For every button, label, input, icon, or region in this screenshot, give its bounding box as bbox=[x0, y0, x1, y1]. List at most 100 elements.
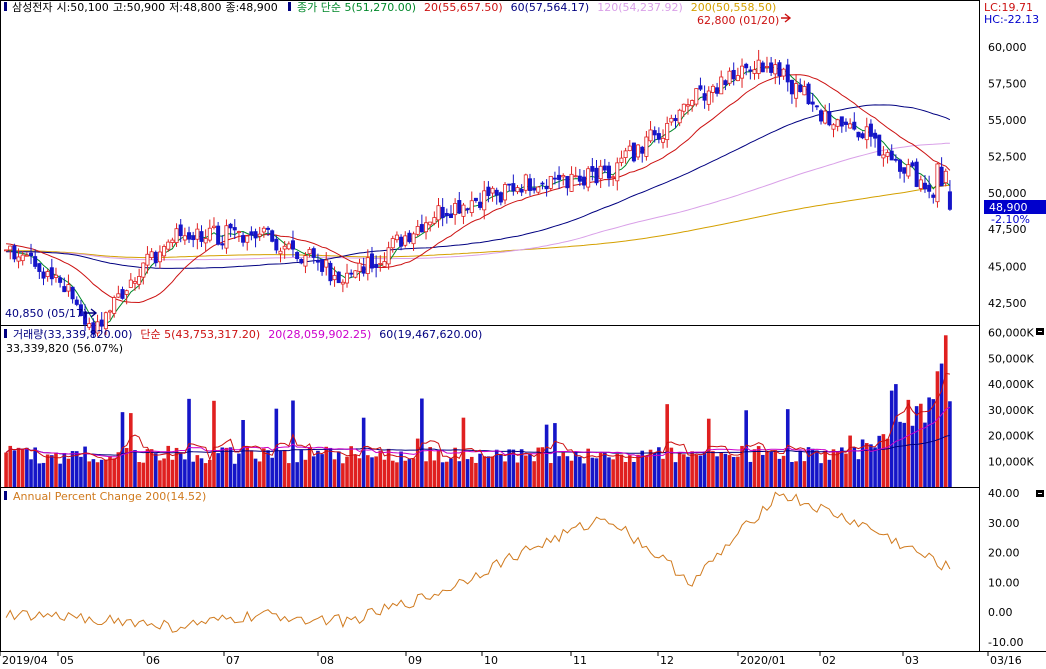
candle-up bbox=[174, 228, 179, 243]
volume-bar bbox=[519, 449, 524, 487]
volume-bar bbox=[445, 461, 449, 487]
volume-tick-label: 50,000K bbox=[988, 352, 1034, 365]
candle-up bbox=[586, 168, 591, 188]
candle-up bbox=[523, 174, 528, 191]
apc-tick-label: 30.00 bbox=[988, 517, 1020, 530]
candle-down bbox=[29, 252, 34, 256]
volume-bar bbox=[815, 450, 819, 487]
volume-bar bbox=[636, 454, 640, 487]
volume-bar bbox=[524, 455, 528, 487]
apc-tick-label: 0.00 bbox=[988, 606, 1013, 619]
candle-down bbox=[78, 304, 83, 317]
candle-down bbox=[478, 201, 483, 208]
volume-bar bbox=[257, 461, 262, 487]
volume-bar bbox=[748, 461, 753, 487]
candle-up bbox=[648, 129, 653, 142]
candle-down bbox=[374, 263, 379, 268]
volume-bar bbox=[619, 454, 624, 487]
candle-down bbox=[893, 158, 898, 161]
candle-down bbox=[407, 232, 412, 243]
volume-bar bbox=[41, 462, 46, 487]
date-tick-label: 09 bbox=[408, 654, 422, 667]
volume-bar bbox=[178, 452, 183, 487]
candle-up bbox=[378, 263, 383, 265]
volume-bar bbox=[661, 458, 665, 487]
obscured-price-tick: 47,500 bbox=[988, 223, 1027, 236]
candle-down bbox=[702, 93, 707, 101]
volume-bar bbox=[407, 459, 412, 487]
volume-bar bbox=[212, 400, 216, 487]
legend-entry: 시:50,100 bbox=[56, 1, 108, 14]
price-tick-label: 50,000 bbox=[988, 187, 1027, 200]
legend-entry: 종가 단순 5(51,270.00) bbox=[297, 1, 416, 14]
candle-down bbox=[789, 79, 794, 95]
current-price: 48,900 bbox=[989, 201, 1028, 214]
candle-down bbox=[41, 271, 46, 279]
volume-bar bbox=[756, 446, 761, 487]
volume-bar bbox=[428, 447, 432, 487]
candle-down bbox=[299, 259, 304, 264]
candle-up bbox=[669, 117, 674, 123]
volume-bar bbox=[282, 449, 287, 487]
candle-up bbox=[157, 251, 162, 263]
volume-bar bbox=[195, 455, 200, 487]
candle-down bbox=[806, 83, 811, 105]
volume-bar bbox=[287, 463, 291, 487]
volume-bar bbox=[690, 451, 694, 487]
volume-bar bbox=[528, 453, 532, 487]
candle-up bbox=[706, 90, 711, 105]
volume-bar bbox=[12, 450, 17, 487]
candle-down bbox=[889, 150, 894, 161]
candle-down bbox=[457, 200, 462, 214]
legend-entry: 거래량(33,339,820.00) bbox=[13, 328, 132, 341]
candle-up bbox=[727, 70, 732, 84]
volume-bar bbox=[411, 458, 416, 487]
volume-bar bbox=[62, 453, 67, 487]
legend-entry: 삼성전자 bbox=[12, 1, 52, 14]
volume-bar bbox=[490, 456, 495, 487]
candle-up bbox=[536, 186, 541, 193]
volume-bar bbox=[711, 451, 715, 487]
volume-legend: 거래량(33,339,820.00) 단순 5(43,753,317.20) 20(… bbox=[13, 328, 482, 341]
candle-down bbox=[843, 121, 848, 125]
volume-bar bbox=[706, 418, 711, 487]
volume-bar bbox=[436, 449, 441, 487]
price-panel[interactable] bbox=[0, 0, 980, 326]
price-tick-label: 55,000 bbox=[988, 114, 1027, 127]
date-tick-label: 10 bbox=[484, 654, 498, 667]
candle-down bbox=[419, 224, 424, 233]
price-moving-averages bbox=[6, 66, 951, 327]
volume-bar bbox=[515, 462, 520, 487]
date-tick-label: 08 bbox=[320, 654, 334, 667]
candle-up bbox=[636, 144, 641, 158]
candle-down bbox=[602, 165, 607, 171]
candle-up bbox=[781, 68, 786, 77]
volume-bar bbox=[74, 451, 79, 487]
price-tick-label: 42,500 bbox=[988, 297, 1027, 310]
candle-up bbox=[710, 85, 715, 93]
candle-down bbox=[37, 263, 42, 272]
volume-bar bbox=[440, 462, 445, 487]
volume-bar bbox=[731, 456, 736, 487]
candle-up bbox=[619, 157, 624, 163]
candle-up bbox=[661, 137, 666, 143]
apc-tick-label: 20.00 bbox=[988, 547, 1020, 560]
volume-bar bbox=[453, 447, 457, 487]
volume-bar bbox=[162, 458, 166, 487]
volume-bar bbox=[216, 453, 220, 487]
candle-down bbox=[216, 225, 221, 245]
ma20-line bbox=[6, 74, 951, 304]
volume-bar bbox=[777, 458, 782, 487]
candle-up bbox=[286, 243, 291, 250]
volume-bar bbox=[823, 450, 827, 487]
legend-entry: 저:48,800 bbox=[169, 1, 221, 14]
volume-bar bbox=[719, 452, 724, 487]
volume-bar bbox=[299, 450, 304, 487]
ma200-line bbox=[6, 184, 950, 259]
legend-entry: 20(28,059,902.25) bbox=[268, 328, 371, 341]
candle-up bbox=[4, 249, 9, 252]
volume-bar bbox=[494, 449, 499, 487]
price-tick-label: 57,500 bbox=[988, 77, 1027, 90]
candle-up bbox=[24, 254, 29, 257]
volume-bar bbox=[232, 463, 237, 487]
